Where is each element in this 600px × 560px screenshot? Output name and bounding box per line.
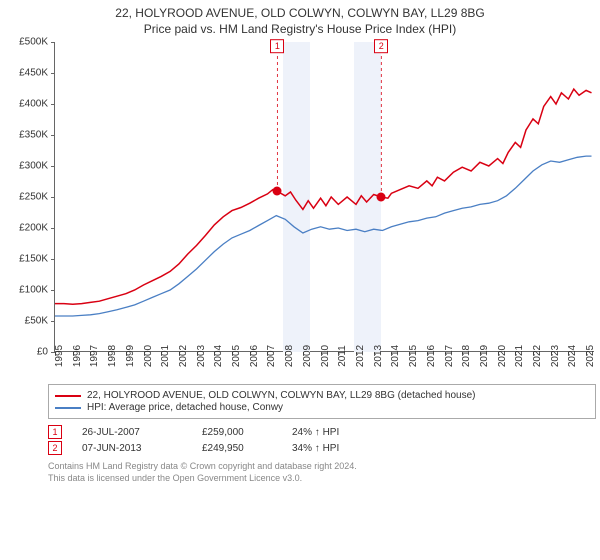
y-tick-label: £300K <box>8 161 48 172</box>
x-tick-label: 2013 <box>373 345 384 367</box>
y-tick-label: £350K <box>8 130 48 141</box>
legend-label-property: 22, HOLYROOD AVENUE, OLD COLWYN, COLWYN … <box>87 390 476 401</box>
sale-row: 2 07-JUN-2013 £249,950 34% ↑ HPI <box>48 441 596 455</box>
x-tick-label: 2001 <box>160 345 171 367</box>
chart-container: 22, HOLYROOD AVENUE, OLD COLWYN, COLWYN … <box>0 0 600 560</box>
sale-price: £249,950 <box>202 443 272 454</box>
sale-dot <box>273 187 282 196</box>
x-tick-label: 1999 <box>125 345 136 367</box>
legend-swatch-property <box>55 395 81 397</box>
bottom-panel: 22, HOLYROOD AVENUE, OLD COLWYN, COLWYN … <box>48 384 596 484</box>
x-tick-label: 2007 <box>266 345 277 367</box>
y-tick-label: £500K <box>8 37 48 48</box>
y-tick-label: £0 <box>8 347 48 358</box>
x-tick-label: 2012 <box>355 345 366 367</box>
x-tick-label: 1998 <box>107 345 118 367</box>
legend-row-property: 22, HOLYROOD AVENUE, OLD COLWYN, COLWYN … <box>55 390 589 401</box>
sale-marker-box: 2 <box>374 39 388 53</box>
x-tick-label: 2004 <box>213 345 224 367</box>
legend-swatch-hpi <box>55 407 81 409</box>
x-tick-label: 2006 <box>249 345 260 367</box>
x-tick-label: 2025 <box>585 345 596 367</box>
sale-marker-icon: 2 <box>48 441 62 455</box>
x-tick-label: 1995 <box>54 345 65 367</box>
x-tick-label: 2018 <box>461 345 472 367</box>
x-tick-label: 2022 <box>532 345 543 367</box>
legend: 22, HOLYROOD AVENUE, OLD COLWYN, COLWYN … <box>48 384 596 419</box>
series-line-hpi <box>55 156 592 316</box>
sale-row: 1 26-JUL-2007 £259,000 24% ↑ HPI <box>48 425 596 439</box>
x-tick-label: 2000 <box>143 345 154 367</box>
sale-marker-box: 1 <box>270 39 284 53</box>
x-tick-label: 1997 <box>89 345 100 367</box>
sale-marker-icon: 1 <box>48 425 62 439</box>
x-tick-label: 2015 <box>408 345 419 367</box>
x-tick-label: 2011 <box>337 345 348 367</box>
sale-date: 26-JUL-2007 <box>82 427 182 438</box>
plot: 12 <box>54 42 594 352</box>
sale-pct: 34% ↑ HPI <box>292 443 372 454</box>
x-tick-label: 2016 <box>426 345 437 367</box>
attribution: Contains HM Land Registry data © Crown c… <box>48 461 596 484</box>
sales-table: 1 26-JUL-2007 £259,000 24% ↑ HPI 2 07-JU… <box>48 425 596 455</box>
sale-pct: 24% ↑ HPI <box>292 427 372 438</box>
x-tick-label: 2009 <box>302 345 313 367</box>
series-svg <box>55 42 595 352</box>
x-tick-label: 2010 <box>320 345 331 367</box>
y-tick-label: £100K <box>8 285 48 296</box>
y-tick-label: £150K <box>8 254 48 265</box>
x-tick-label: 2017 <box>444 345 455 367</box>
x-tick-label: 2021 <box>514 345 525 367</box>
x-tick-label: 2005 <box>231 345 242 367</box>
x-tick-label: 2023 <box>550 345 561 367</box>
sale-date: 07-JUN-2013 <box>82 443 182 454</box>
attribution-line-2: This data is licensed under the Open Gov… <box>48 473 596 485</box>
y-tick-label: £250K <box>8 192 48 203</box>
x-tick-label: 2024 <box>567 345 578 367</box>
x-tick-label: 2019 <box>479 345 490 367</box>
title-line-1: 22, HOLYROOD AVENUE, OLD COLWYN, COLWYN … <box>10 6 590 20</box>
x-tick-label: 2008 <box>284 345 295 367</box>
series-line-property <box>55 89 592 304</box>
chart-area: 12 £0£50K£100K£150K£200K£250K£300K£350K£… <box>54 42 594 382</box>
legend-row-hpi: HPI: Average price, detached house, Conw… <box>55 402 589 413</box>
x-tick-label: 2014 <box>390 345 401 367</box>
x-tick-label: 2002 <box>178 345 189 367</box>
x-tick-label: 2003 <box>196 345 207 367</box>
legend-label-hpi: HPI: Average price, detached house, Conw… <box>87 402 283 413</box>
x-tick-label: 2020 <box>497 345 508 367</box>
sale-price: £259,000 <box>202 427 272 438</box>
y-tick-label: £400K <box>8 99 48 110</box>
titles: 22, HOLYROOD AVENUE, OLD COLWYN, COLWYN … <box>10 6 590 36</box>
sale-dot <box>377 193 386 202</box>
attribution-line-1: Contains HM Land Registry data © Crown c… <box>48 461 596 473</box>
y-tick-label: £200K <box>8 223 48 234</box>
y-tick-label: £50K <box>8 316 48 327</box>
y-tick-label: £450K <box>8 68 48 79</box>
x-tick-label: 1996 <box>72 345 83 367</box>
title-line-2: Price paid vs. HM Land Registry's House … <box>10 22 590 36</box>
